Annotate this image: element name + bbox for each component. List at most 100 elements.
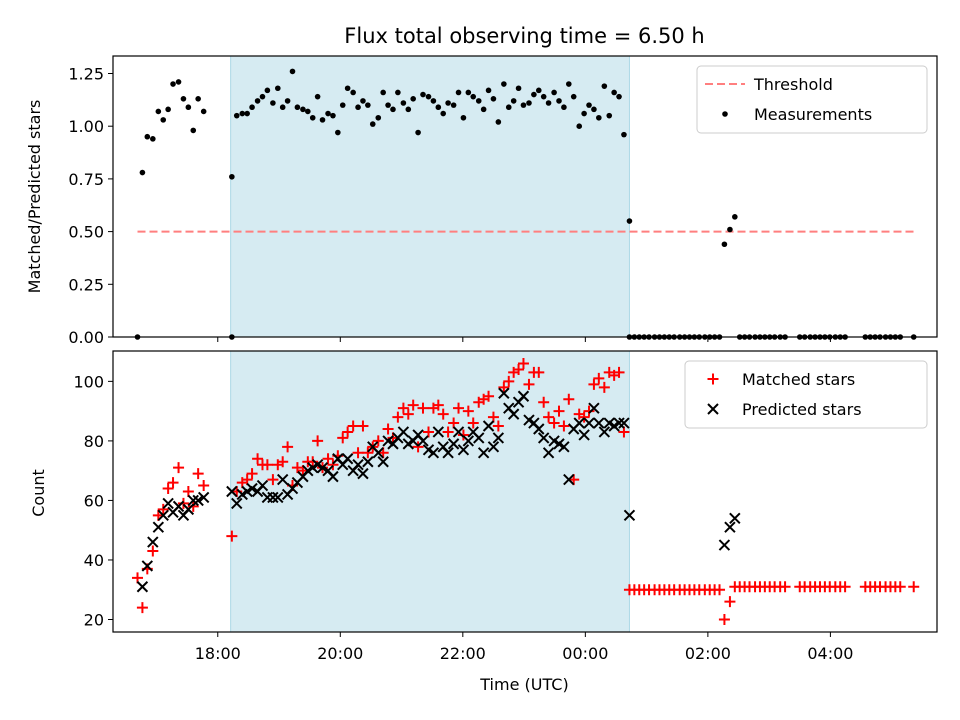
matched-stars-point	[583, 405, 595, 417]
measurement-point	[289, 68, 296, 75]
measurement-point	[300, 106, 306, 113]
measurement-point	[611, 89, 617, 96]
measurement-point	[510, 98, 517, 104]
measurement-point	[233, 112, 240, 119]
legend-measurements-swatch	[722, 111, 728, 117]
measurement-point	[420, 91, 426, 98]
measurement-point	[264, 87, 271, 94]
top-panel: 0.00 0.25 0.50 0.75 1.00 1.25 Threshold Measure…	[68, 55, 938, 347]
matched-stars-point	[517, 358, 529, 370]
predicted-stars-point	[452, 426, 465, 438]
predicted-stars-point	[231, 497, 243, 510]
matched-stars-point	[558, 420, 570, 432]
measurement-point	[520, 102, 527, 108]
matched-stars-point	[442, 426, 454, 438]
predicted-stars-point	[473, 432, 485, 444]
predicted-stars-point	[613, 417, 625, 429]
measurement-point	[180, 95, 187, 102]
measurement-point	[440, 110, 447, 117]
predicted-stars-point	[197, 491, 210, 504]
matched-stars-point	[198, 480, 210, 492]
measurement-point	[309, 114, 316, 121]
matched-stars-point	[147, 545, 159, 557]
measurement-point	[375, 114, 382, 121]
matched-stars-point	[132, 572, 144, 584]
measurement-point	[540, 93, 547, 100]
legend-box	[684, 360, 928, 429]
measurement-point	[279, 104, 286, 111]
measurement-point	[490, 95, 497, 102]
measurement-point	[239, 110, 246, 117]
measurement-point	[561, 104, 567, 111]
measurement-point	[369, 121, 376, 127]
measurement-point	[566, 81, 572, 87]
matched-stars-point	[908, 581, 920, 593]
predicted-stars-point	[152, 521, 165, 533]
measurement-point	[501, 81, 507, 87]
matched-stars-point	[357, 420, 369, 432]
predicted-stars-point	[583, 417, 595, 429]
measurement-point	[410, 95, 416, 102]
measurement-point	[160, 117, 167, 123]
y-tick-label: 0.75	[68, 170, 104, 189]
matched-stars-point	[246, 468, 258, 480]
matched-stars-point	[136, 602, 148, 614]
matched-stars-point	[563, 393, 575, 405]
matched-stars-point	[397, 402, 409, 414]
measurement-point	[314, 93, 321, 100]
predicted-stars-point	[432, 426, 445, 438]
matched-stars-point	[467, 417, 479, 429]
measurement-point	[144, 133, 151, 140]
predicted-stars-point	[362, 456, 374, 468]
matched-stars-point	[492, 420, 504, 432]
chart-title: Flux total observing time = 6.50 h	[344, 24, 704, 48]
measurement-point	[400, 100, 407, 106]
top-y-axis-label: Matched/Predicted stars	[25, 100, 44, 294]
predicted-stars-point	[136, 581, 149, 593]
measurement-point	[495, 119, 502, 125]
matched-stars-point	[157, 503, 169, 515]
measurement-point	[139, 169, 146, 176]
matched-stars-point	[548, 417, 560, 429]
predicted-stars-point	[462, 435, 475, 447]
y-tick-label: 60	[84, 491, 104, 510]
measurement-point	[505, 104, 512, 111]
predicted-stars-point	[316, 461, 329, 474]
matched-stars-point	[483, 390, 495, 402]
measurement-point	[335, 129, 341, 136]
legend-label: Predicted stars	[742, 400, 862, 419]
measurement-point	[185, 104, 192, 111]
legend: Threshold Measurements	[696, 65, 928, 134]
matched-stars-point	[432, 399, 444, 411]
x-tick-label: 00:00	[562, 644, 608, 663]
measurement-point	[195, 95, 201, 102]
matched-stars-point	[267, 474, 279, 486]
predicted-stars-point	[397, 426, 410, 438]
matched-stars-point	[352, 447, 364, 459]
plot-frame	[112, 55, 938, 338]
matched-stars-point	[167, 477, 179, 489]
y-tick-label: 100	[73, 372, 104, 391]
measurement-point	[465, 89, 472, 96]
measurement-point	[545, 100, 552, 106]
matched-stars-point	[543, 411, 555, 423]
measurement-point	[350, 89, 356, 96]
legend-label: Matched stars	[742, 370, 855, 389]
matched-stars-point	[457, 429, 469, 441]
measurement-point	[596, 114, 602, 121]
predicted-stars-point	[427, 447, 440, 459]
matched-stars-point	[177, 497, 189, 509]
measurement-point	[365, 102, 371, 108]
predicted-stars-point	[226, 485, 238, 498]
measurement-point	[380, 89, 386, 96]
measurement-point	[556, 98, 562, 104]
y-tick-label: 40	[84, 551, 104, 570]
predicted-stars-point	[182, 503, 195, 516]
matched-stars-point	[372, 435, 384, 447]
matched-stars-point	[503, 375, 515, 387]
matched-stars-point	[714, 584, 726, 596]
x-tick-label: 02:00	[685, 644, 731, 663]
matched-stars-point	[448, 417, 460, 429]
predicted-stars-point	[256, 479, 269, 492]
matched-stars-point	[407, 399, 419, 411]
